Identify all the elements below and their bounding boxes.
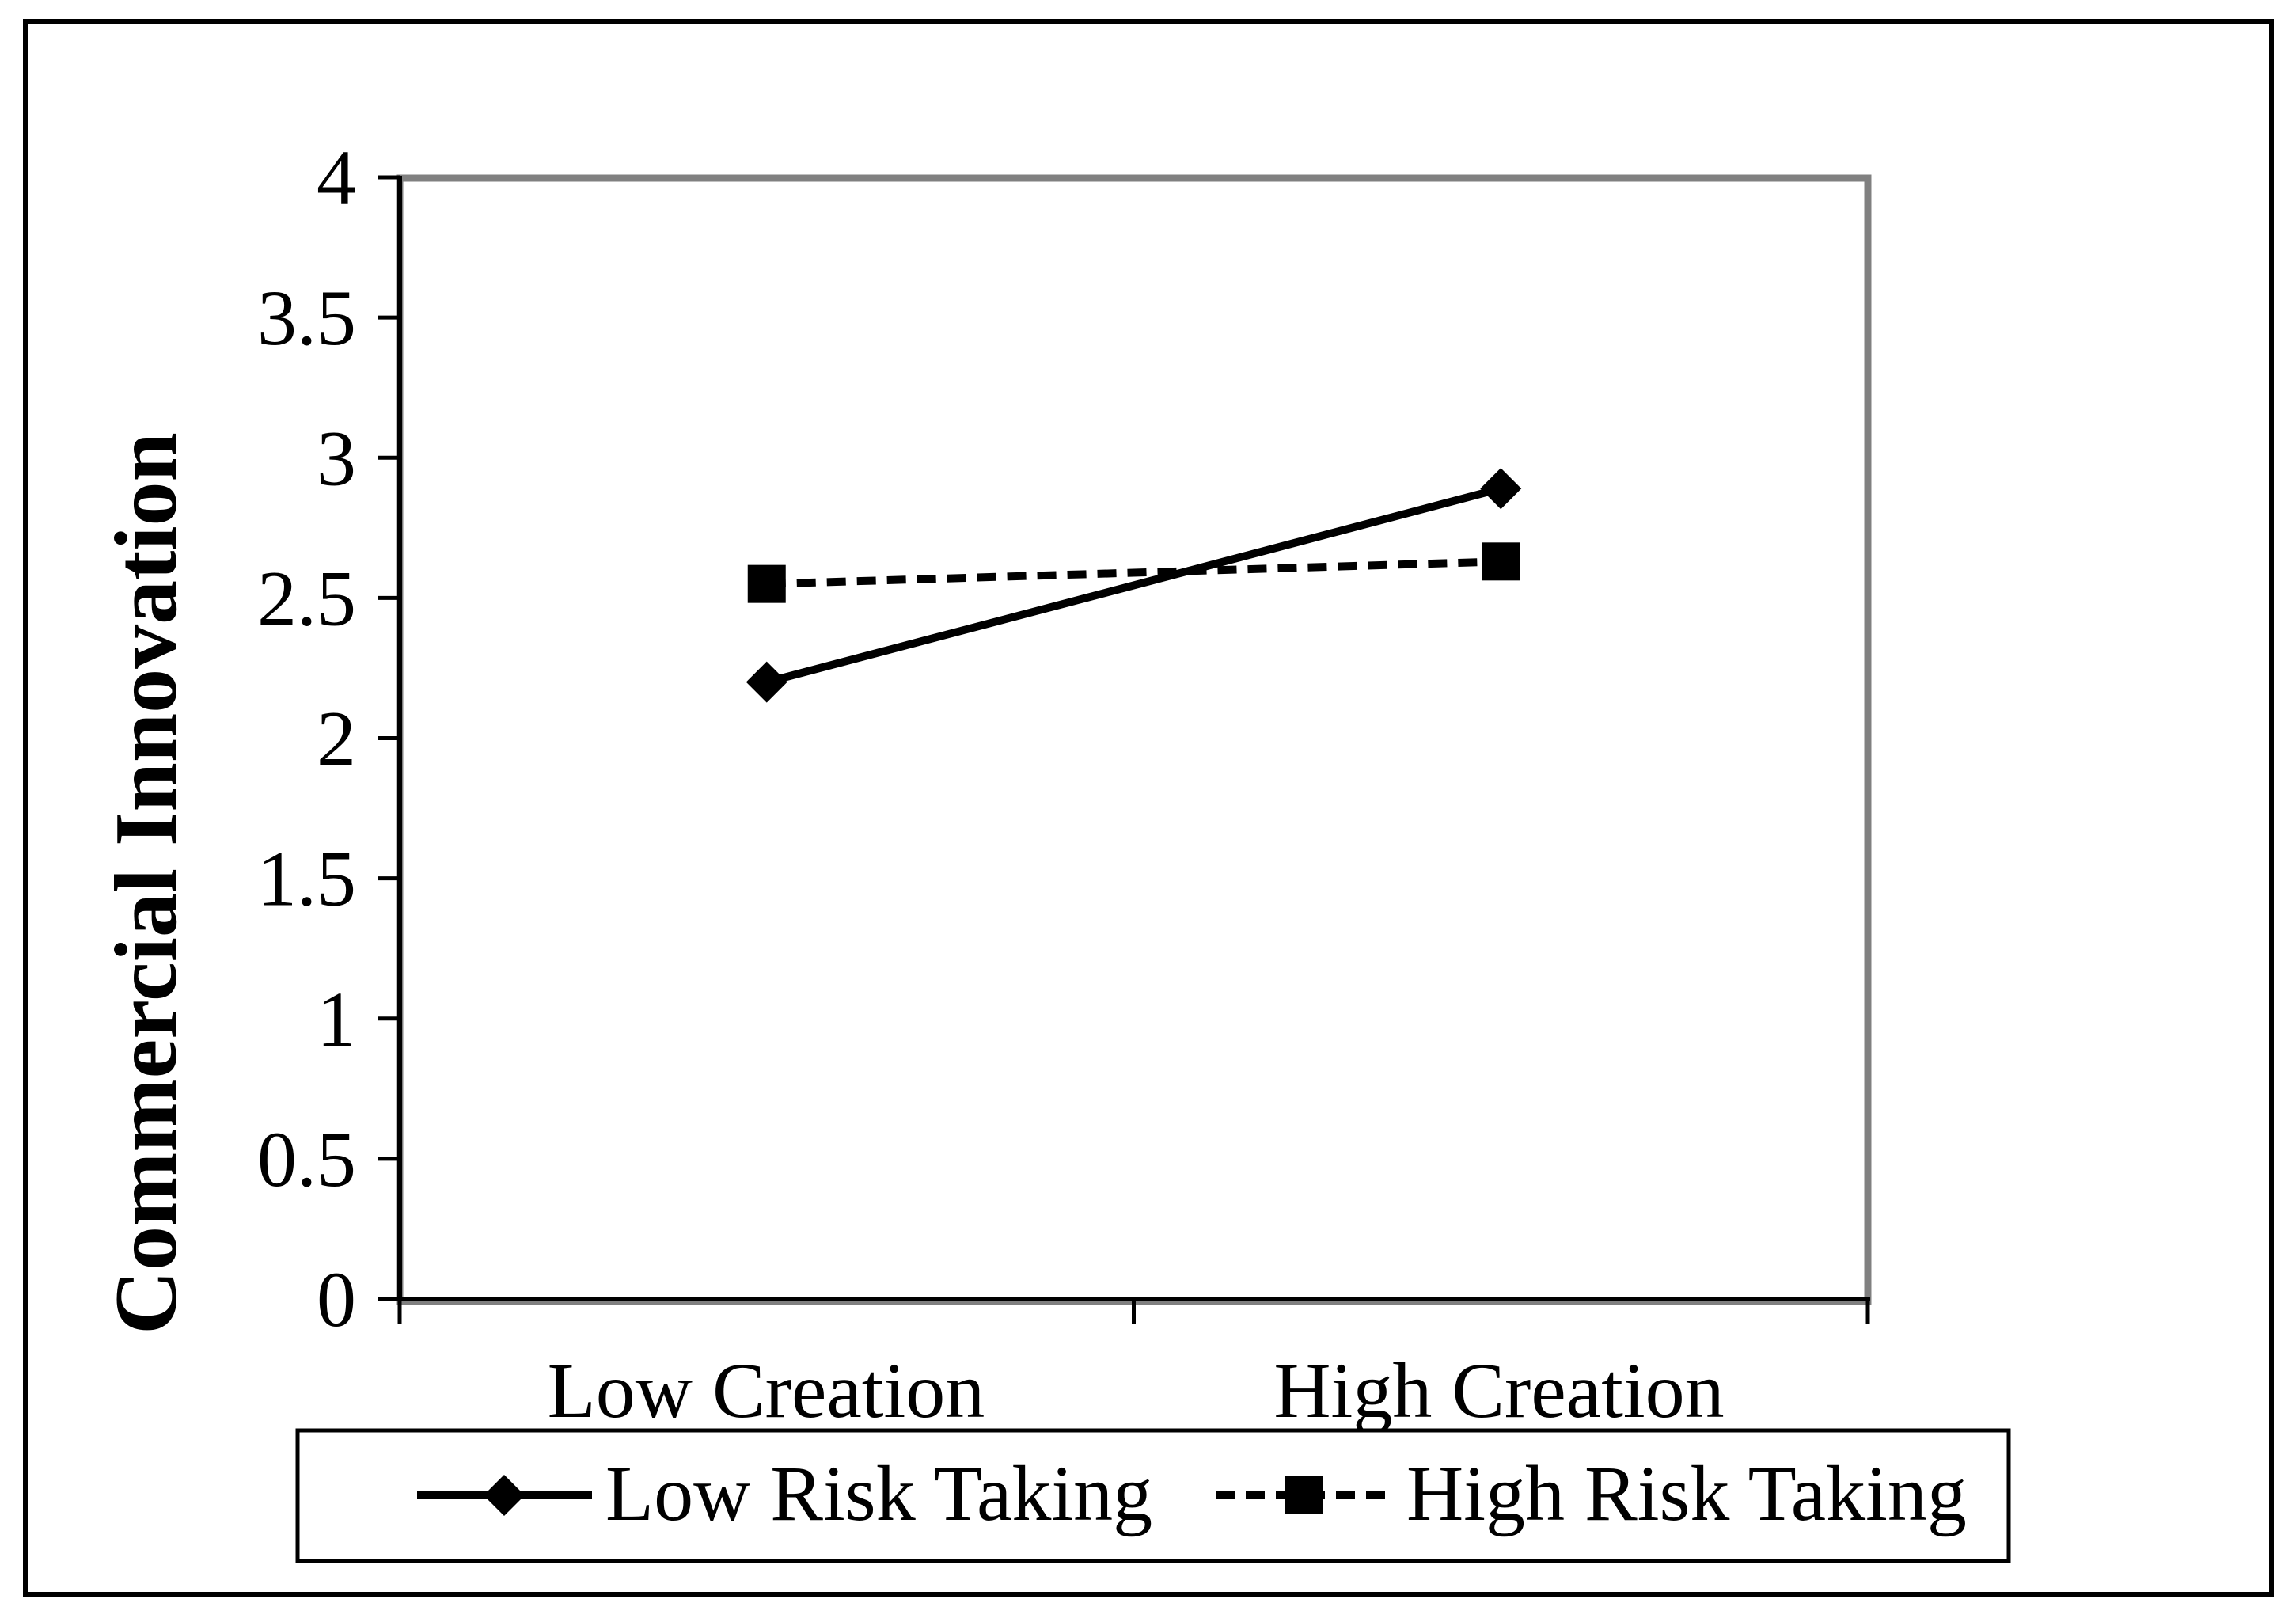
y-tick-label: 0.5 [257,1115,356,1203]
legend-square-marker [1285,1476,1323,1514]
y-tick-label: 3 [317,414,356,502]
y-tick-label: 1 [317,975,356,1063]
legend-label-low-risk-taking: Low Risk Taking [605,1449,1152,1537]
x-category-label-high-creation: High Creation [1273,1346,1724,1434]
legend-diamond-marker [484,1475,525,1516]
diamond-marker-low-risk-taking [746,661,787,703]
x-category-label-low-creation: Low Creation [548,1346,985,1434]
square-marker-high-risk-taking [1482,542,1520,581]
y-tick-label: 2 [317,695,356,783]
y-axis-ticks: 0 0.5 1 1.5 2 2.5 3 3.5 4 [257,134,400,1343]
y-tick-label: 0 [317,1255,356,1343]
x-axis-ticks [397,1299,1870,1324]
plot-area [396,174,1872,1305]
legend: Low Risk Taking High Risk Taking [295,1428,2011,1563]
y-tick-label: 4 [317,134,356,222]
series-layer [746,468,1522,703]
diamond-marker-low-risk-taking [1480,468,1522,510]
legend-label-high-risk-taking: High Risk Taking [1406,1449,1967,1537]
series-line-high-risk-taking [766,557,1501,588]
square-marker-high-risk-taking [747,564,786,603]
y-tick-label: 2.5 [257,554,356,642]
y-tick-label: 1.5 [257,835,356,923]
y-axis-title: Commercial Innovation [97,432,195,1335]
series-line-low-risk-taking [765,484,1502,686]
y-tick-label: 3.5 [257,274,356,362]
